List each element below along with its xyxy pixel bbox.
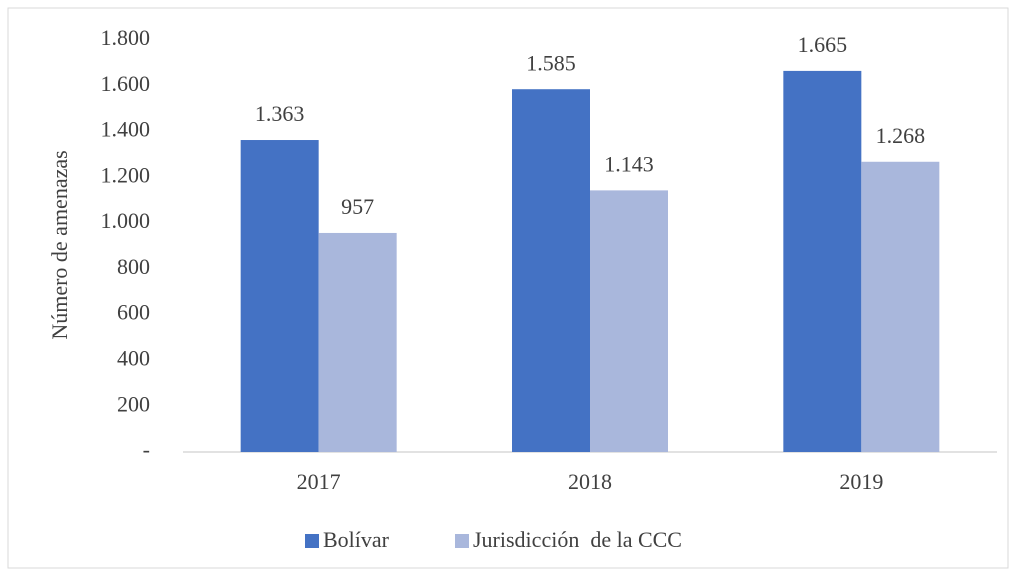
y-tick-label: 800: [117, 254, 150, 279]
y-tick-label: -: [143, 437, 150, 462]
x-tick-label: 2018: [568, 469, 612, 494]
x-tick-label: 2017: [297, 469, 341, 494]
data-label: 1.585: [526, 50, 576, 75]
data-label: 957: [341, 194, 374, 219]
y-tick-label: 1.000: [101, 208, 151, 233]
y-tick-label: 1.800: [101, 25, 151, 50]
legend-label: Bolívar: [323, 527, 390, 552]
y-tick-label: 1.400: [101, 117, 151, 142]
legend-swatch: [455, 534, 469, 548]
y-tick-label: 600: [117, 300, 150, 325]
y-tick-label: 1.200: [101, 162, 151, 187]
bar: [240, 140, 319, 452]
y-tick-label: 1.600: [101, 71, 151, 96]
data-label: 1.363: [255, 101, 305, 126]
y-axis-label: Número de amenazas: [47, 150, 72, 339]
bar: [590, 190, 668, 452]
data-label: 1.665: [798, 32, 848, 57]
data-label: 1.268: [876, 123, 926, 148]
bar: [861, 161, 940, 452]
bar: [783, 70, 862, 453]
y-tick-label: 200: [117, 391, 150, 416]
x-tick-label: 2019: [839, 469, 883, 494]
data-label: 1.143: [604, 151, 654, 176]
legend-swatch: [305, 534, 319, 548]
bar: [512, 89, 590, 452]
bar: [318, 232, 397, 452]
y-tick-label: 400: [117, 345, 150, 370]
legend-label: Jurisdicción de la CCC: [473, 527, 682, 552]
chart-frame: [7, 7, 1009, 569]
